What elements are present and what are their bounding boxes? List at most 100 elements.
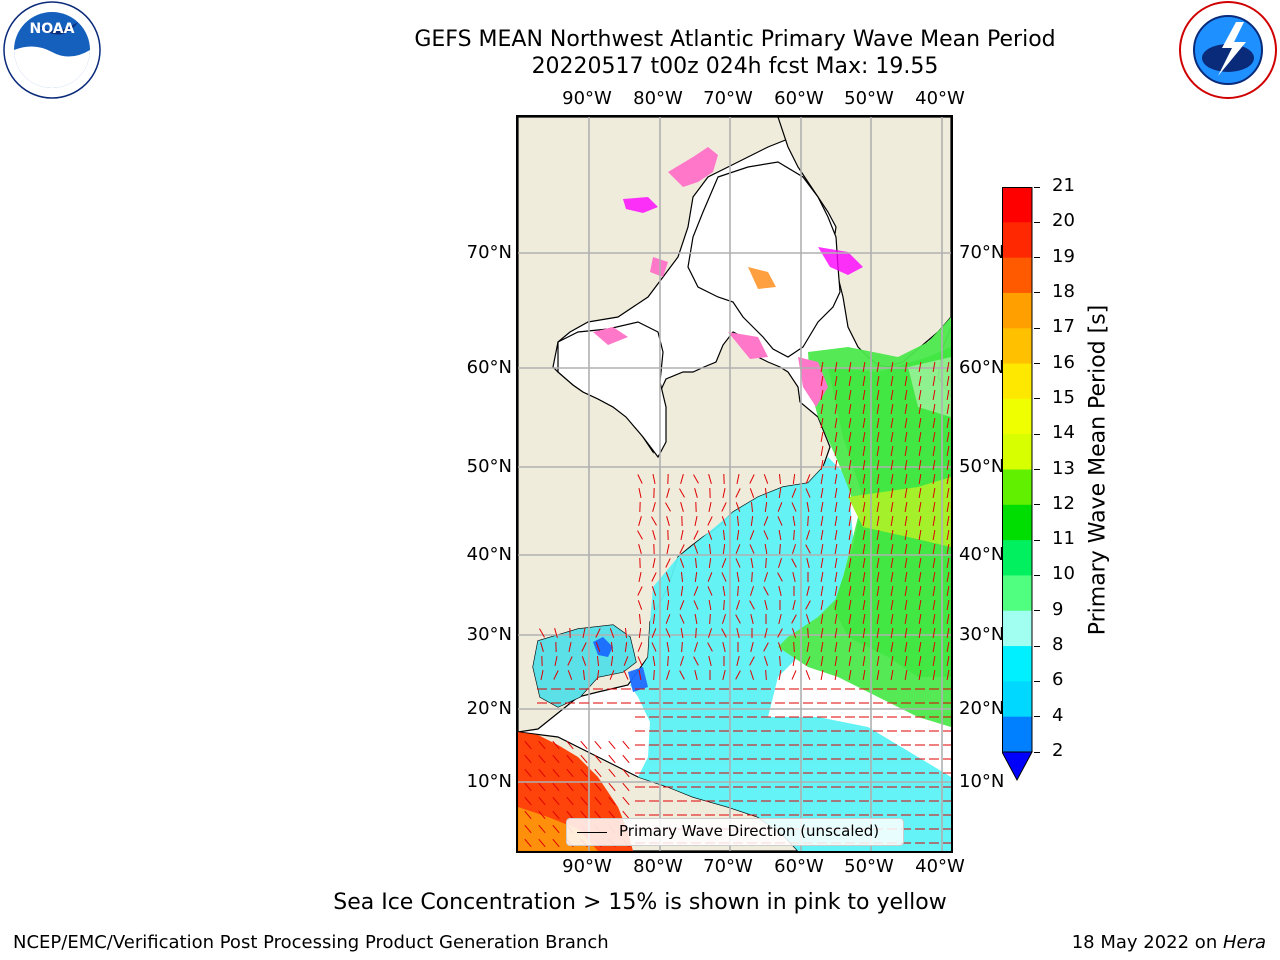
direction-arrow <box>524 768 532 778</box>
direction-arrow <box>848 571 852 583</box>
direction-arrow <box>834 501 838 513</box>
direction-arrow <box>918 655 922 667</box>
direction-arrow <box>946 669 950 681</box>
direction-arrow <box>848 459 852 471</box>
direction-arrow <box>876 431 880 443</box>
direction-arrow <box>932 375 936 387</box>
direction-arrow <box>918 473 922 485</box>
colorbar-tick <box>1034 398 1040 400</box>
direction-arrow <box>904 571 908 583</box>
direction-arrow <box>862 361 866 373</box>
direction-arrow <box>566 782 574 792</box>
direction-arrow <box>876 529 880 541</box>
direction-arrow <box>890 361 894 373</box>
direction-arrow <box>862 515 866 527</box>
direction-arrow <box>637 656 643 666</box>
direction-arrow <box>876 627 880 639</box>
direction-arrow <box>890 627 894 639</box>
colorbar-segment <box>1002 398 1032 435</box>
direction-arrow <box>904 613 908 625</box>
direction-arrow <box>820 641 824 653</box>
direction-arrow <box>750 501 754 513</box>
direction-arrow <box>918 613 922 625</box>
direction-arrow <box>580 782 588 792</box>
colorbar-tick-label: 6 <box>1052 669 1064 691</box>
direction-arrow <box>876 487 880 499</box>
direction-arrow <box>820 431 824 443</box>
direction-arrow <box>749 544 755 554</box>
direction-arrow <box>764 501 768 513</box>
direction-arrow <box>862 557 866 569</box>
lat-label-left: 10°N <box>466 771 512 792</box>
direction-arrow <box>848 389 852 401</box>
colorbar-segment <box>1002 646 1032 682</box>
direction-arrow <box>834 515 838 527</box>
direction-arrow <box>594 810 602 820</box>
direction-arrow <box>666 516 670 526</box>
colorbar-segment <box>1002 469 1032 506</box>
direction-arrow <box>735 502 741 512</box>
direction-arrow <box>862 459 866 471</box>
direction-arrow <box>932 571 936 583</box>
direction-arrow <box>862 445 866 457</box>
direction-arrow <box>594 754 602 764</box>
direction-arrow <box>568 642 572 652</box>
colorbar-tick <box>1034 469 1040 470</box>
colorbar-tick <box>1034 221 1040 223</box>
direction-arrow <box>890 501 894 513</box>
direction-arrow <box>721 558 727 568</box>
direction-arrow <box>918 627 922 639</box>
colorbar-segment <box>1002 716 1032 753</box>
noaa-logo: NOAA <box>0 0 104 104</box>
direction-arrow <box>890 459 894 471</box>
direction-arrow <box>538 824 546 834</box>
direction-arrow <box>580 740 588 750</box>
direction-arrow <box>777 642 783 652</box>
direction-arrow <box>890 599 894 611</box>
direction-arrow <box>862 627 866 639</box>
direction-arrow <box>538 810 546 820</box>
colorbar-tick-label: 14 <box>1052 422 1075 444</box>
direction-arrow <box>652 558 656 568</box>
direction-arrow <box>609 628 615 638</box>
direction-arrow <box>622 810 630 820</box>
direction-arrow <box>652 474 656 484</box>
direction-arrow <box>567 656 573 666</box>
direction-arrow <box>834 375 838 387</box>
direction-arrow <box>820 557 824 569</box>
lat-label-left: 20°N <box>466 698 512 719</box>
direction-arrow <box>566 754 574 764</box>
colorbar-tick <box>1034 292 1040 294</box>
sea-ice-layer <box>593 147 863 407</box>
direction-arrow <box>779 655 781 667</box>
direction-arrow <box>834 543 838 555</box>
direction-arrow <box>552 782 560 792</box>
direction-arrow <box>652 655 656 667</box>
direction-arrow <box>848 669 852 681</box>
direction-arrow <box>524 824 532 834</box>
direction-arrow <box>694 571 698 583</box>
direction-arrow <box>608 810 616 820</box>
direction-arrow <box>791 670 797 680</box>
colorbar-tick-label: 10 <box>1052 563 1075 585</box>
direction-arrow <box>932 473 936 485</box>
direction-arrow <box>594 782 602 792</box>
direction-arrow <box>638 516 642 526</box>
direction-arrow <box>777 572 783 582</box>
direction-arrow <box>594 768 602 778</box>
direction-arrow <box>946 375 950 387</box>
direction-arrow <box>862 585 866 597</box>
direction-arrow <box>777 558 783 568</box>
direction-arrow <box>918 417 922 429</box>
direction-arrow <box>665 502 671 512</box>
direction-arrow <box>862 655 866 667</box>
lon-label-bottom: 90°W <box>562 856 612 877</box>
direction-arrow <box>820 543 824 555</box>
direction-arrow <box>749 670 755 680</box>
direction-arrow <box>805 530 811 540</box>
direction-arrow <box>779 543 781 555</box>
footer-left: NCEP/EMC/Verification Post Processing Pr… <box>13 932 609 953</box>
direction-arrow <box>876 473 880 485</box>
direction-arrow <box>637 530 643 540</box>
direction-arrow <box>834 627 838 639</box>
